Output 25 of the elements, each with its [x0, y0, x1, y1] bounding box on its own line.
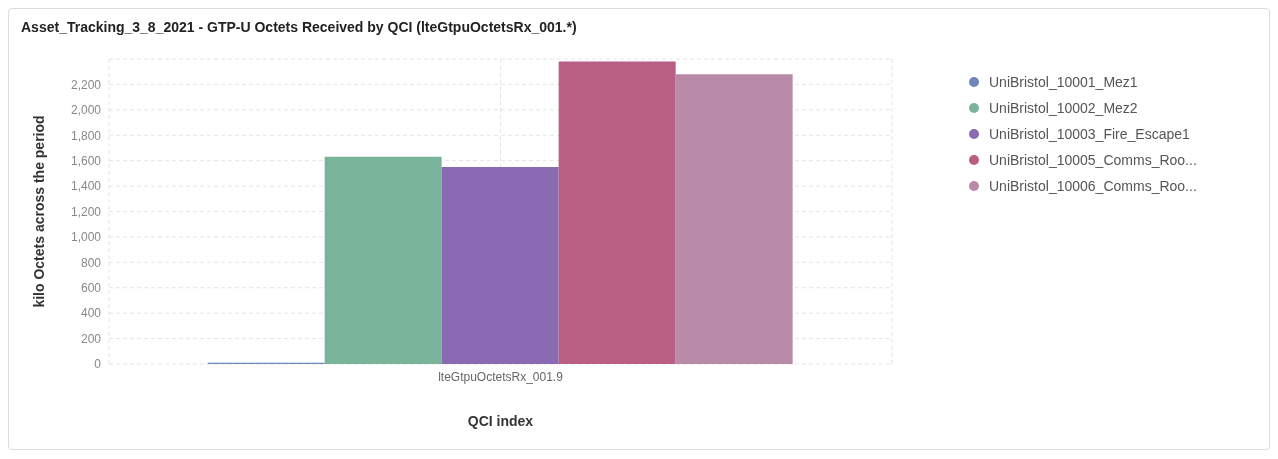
legend-label: UniBristol_10003_Fire_Escape1	[989, 125, 1190, 144]
y-tick-label: 200	[80, 331, 102, 346]
legend-label: UniBristol_10002_Mez2	[989, 99, 1138, 118]
y-tick-label: 600	[80, 281, 102, 296]
y-tick-label: 1,600	[70, 153, 102, 168]
y-axis-title: kilo Octets across the period	[30, 115, 47, 308]
y-tick-label: 2,000	[70, 103, 102, 118]
x-tick-label: lteGtpuOctetsRx_001.9	[438, 369, 564, 384]
bar	[324, 156, 442, 364]
y-tick-label: 2,200	[70, 77, 102, 92]
legend-label: UniBristol_10006_Comms_Roo...	[989, 177, 1197, 196]
y-tick-label: 1,200	[70, 204, 102, 219]
bar	[441, 167, 559, 364]
y-tick-label: 800	[80, 255, 102, 270]
y-tick-label: 1,400	[70, 179, 102, 194]
x-axis-title: QCI index	[467, 413, 534, 429]
y-tick-label: 1,000	[70, 230, 102, 245]
legend-label: UniBristol_10005_Comms_Roo...	[989, 151, 1197, 170]
y-tick-label: 0	[94, 357, 102, 372]
legend-label: UniBristol_10001_Mez1	[989, 73, 1138, 92]
bar	[558, 61, 676, 364]
chart-title: Asset_Tracking_3_8_2021 - GTP-U Octets Received by QCI (lteGtpuOctetsRx_001.*)	[21, 19, 577, 35]
y-tick-label: 400	[80, 306, 102, 321]
bar	[675, 74, 793, 364]
y-tick-label: 1,800	[70, 128, 102, 143]
